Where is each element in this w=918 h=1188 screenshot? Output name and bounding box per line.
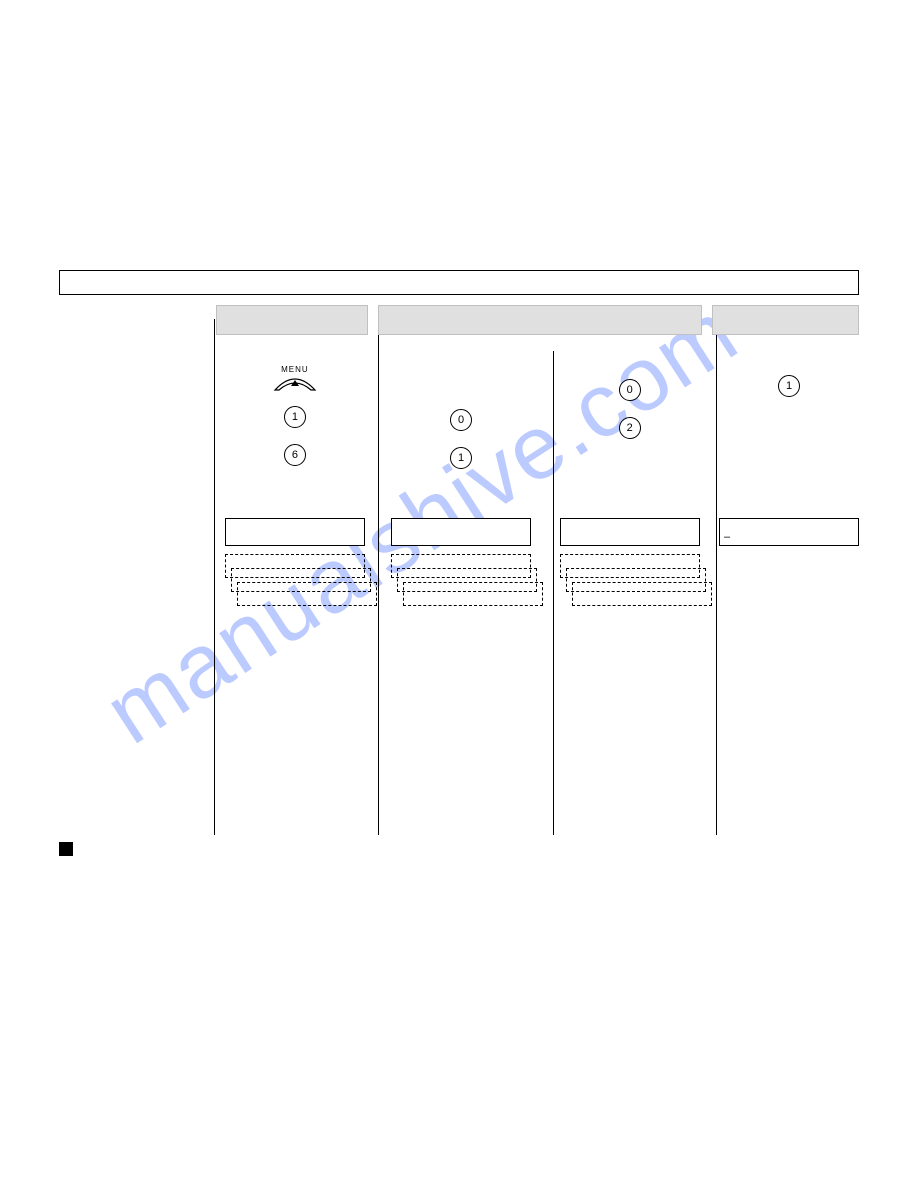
col2-display (391, 518, 531, 546)
col3-display (560, 518, 700, 546)
col4-display: – (719, 518, 859, 546)
footer-square-marker (59, 842, 73, 856)
col1-button-1: 1 (284, 406, 306, 428)
menu-cap-icon (273, 374, 317, 392)
col3-dashed-stack (560, 554, 700, 614)
col1-dashed-stack (225, 554, 365, 614)
col1-display (225, 518, 365, 546)
header-col4 (712, 305, 859, 335)
col4-display-text: – (724, 531, 730, 543)
header-col1 (216, 305, 368, 335)
col1-button-2: 6 (284, 444, 306, 466)
col4-button-1: 1 (778, 375, 800, 397)
col3-button-1: 0 (619, 379, 641, 401)
header-col-mid (378, 305, 701, 335)
title-bar (59, 270, 859, 295)
col2-button-1: 0 (450, 409, 472, 431)
col2-button-2: 1 (450, 447, 472, 469)
col3-button-2: 2 (619, 417, 641, 439)
col2-dashed-stack (391, 554, 531, 614)
page-content: MENU 1 6 (0, 0, 918, 614)
menu-button-icon: MENU (273, 365, 317, 392)
menu-label: MENU (281, 365, 309, 374)
